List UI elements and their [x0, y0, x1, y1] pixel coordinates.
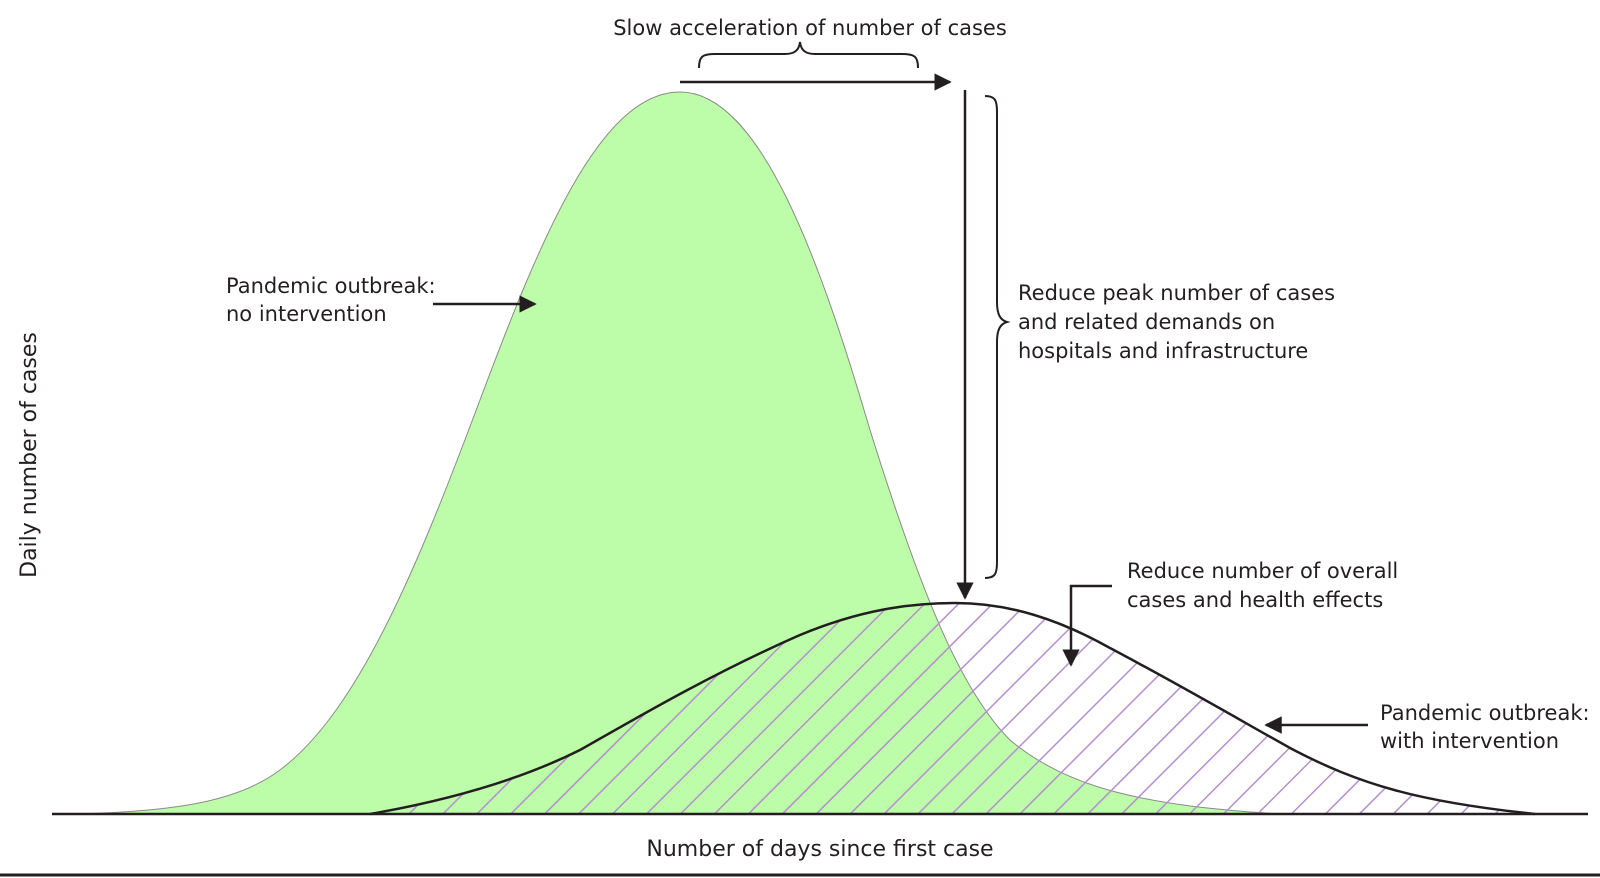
- reduce-overall-label-line1: Reduce number of overall: [1127, 559, 1398, 583]
- curve-with-intervention-outline: [369, 601, 1536, 816]
- slow-acceleration-brace: [698, 41, 919, 69]
- reduce-peak-brace: [984, 95, 1011, 579]
- curve-with-intervention: [370, 603, 1535, 814]
- y-axis-label: Daily number of cases: [17, 332, 42, 578]
- with-intervention-label-line1: Pandemic outbreak:: [1380, 701, 1590, 725]
- slow-acceleration-label: Slow acceleration of number of cases: [613, 16, 1007, 40]
- no-intervention-label-line2: no intervention: [226, 302, 387, 326]
- reduce-peak-label-line3: hospitals and infrastructure: [1018, 339, 1308, 363]
- reduce-peak-label-line1: Reduce peak number of cases: [1018, 281, 1335, 305]
- x-axis-label: Number of days since first case: [646, 837, 993, 862]
- reduce-overall-label-line2: cases and health effects: [1127, 588, 1383, 612]
- reduce-overall-arrow: [1062, 584, 1112, 667]
- with-intervention-label-line2: with intervention: [1380, 729, 1559, 753]
- no-intervention-label-line1: Pandemic outbreak:: [226, 274, 436, 298]
- reduce-peak-label-line2: and related demands on: [1018, 310, 1275, 334]
